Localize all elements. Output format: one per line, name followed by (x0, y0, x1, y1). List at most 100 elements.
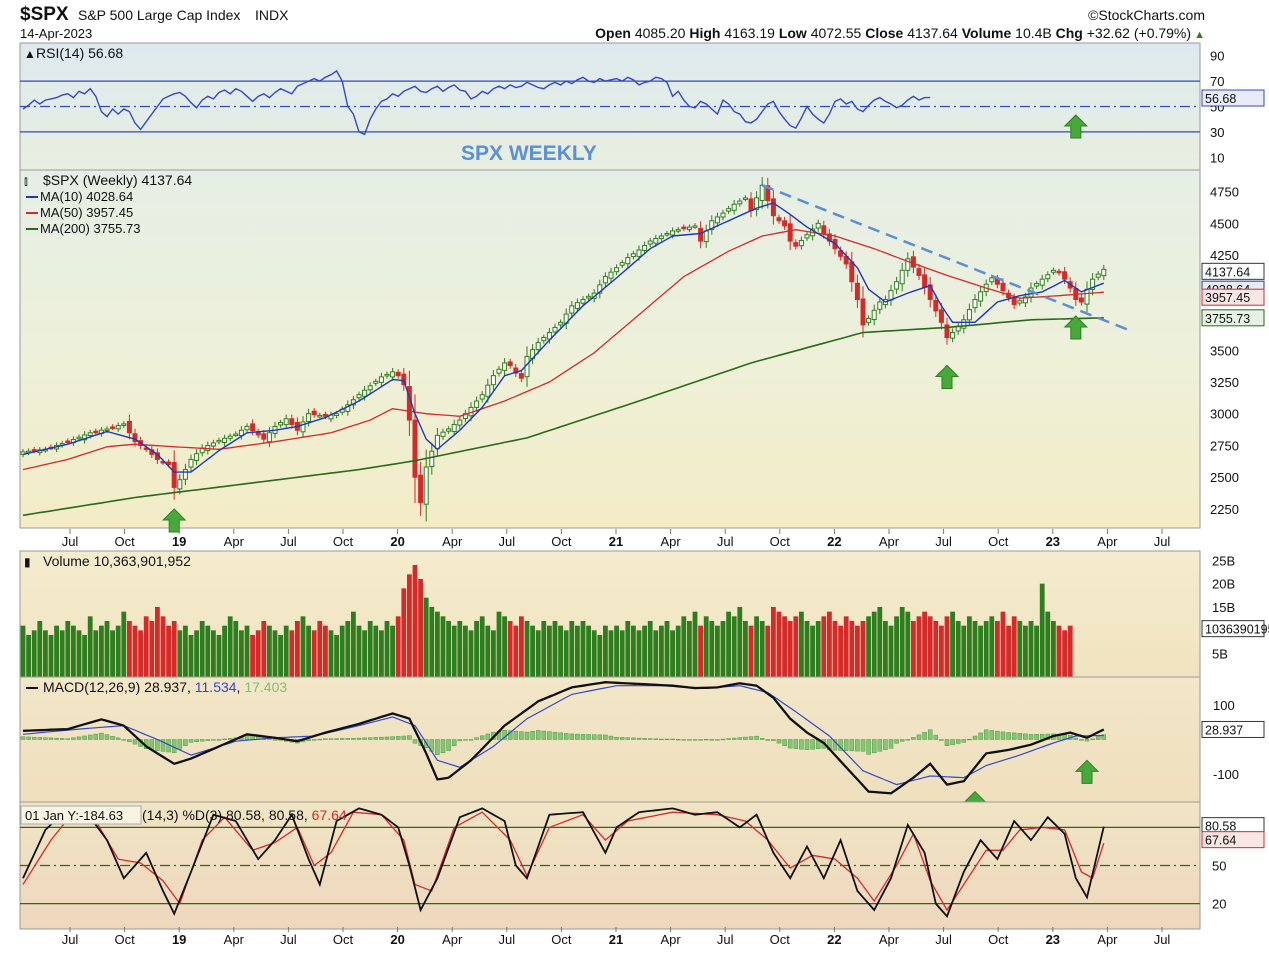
x-tick-label: 20 (390, 534, 404, 549)
volume-bar (866, 616, 871, 677)
x-tick-label: Oct (114, 932, 135, 947)
volume-bar (379, 630, 384, 677)
macd-tick-label: -100 (1213, 767, 1239, 782)
macd-hist-bar (435, 739, 440, 756)
candle-body (384, 373, 390, 377)
macd-hist-bar (507, 730, 513, 740)
stat-label: Volume (958, 25, 1015, 41)
volume-bar (933, 621, 939, 677)
macd-hist-bar (127, 739, 132, 743)
volume-bar (485, 625, 491, 677)
volume-bars (20, 565, 1073, 677)
candle-body (787, 223, 793, 242)
candle-body (608, 271, 614, 279)
candle-body (216, 439, 222, 443)
candle-body (793, 242, 799, 247)
candle-body (1000, 282, 1006, 292)
candle-body (602, 276, 608, 284)
stochastic-legend-d: 67.64 (312, 807, 347, 823)
x-tick-label: Oct (770, 534, 791, 549)
x-tick-label: Jul (498, 534, 515, 549)
volume-bar (356, 625, 362, 677)
candle-body (401, 373, 407, 386)
macd-hist-bar (989, 730, 995, 740)
candle-body (714, 216, 720, 224)
volume-bar (295, 621, 300, 677)
volume-bar (43, 630, 48, 677)
candle-body (177, 479, 183, 490)
macd-hist-bar (614, 736, 619, 740)
volume-bar (558, 625, 563, 677)
volume-bar (832, 621, 838, 677)
candle-body (871, 309, 877, 321)
x-tick-label: Oct (988, 534, 1009, 549)
macd-hist-bar (216, 739, 222, 741)
candle-body (1084, 288, 1090, 305)
volume-bar (899, 607, 905, 677)
macd-hist-bar (323, 738, 328, 740)
macd-hist-bar (563, 733, 569, 740)
x-tick-label: 23 (1046, 534, 1060, 549)
macd-hist-bar (575, 733, 580, 740)
volume-bar (250, 635, 255, 677)
candle-body (434, 434, 440, 450)
ma10-legend: MA(10) 4028.64 (40, 189, 133, 204)
volume-bar (944, 616, 950, 677)
rsi-legend: RSI(14) 56.68 (36, 45, 123, 61)
macd-hist-bar (978, 732, 983, 740)
volume-bar (939, 625, 944, 677)
volume-bar (261, 621, 267, 677)
macd-hist-bar (983, 729, 989, 740)
macd-hist-bar (995, 730, 1000, 740)
header-exchange: INDX (255, 7, 289, 23)
volume-bar (1056, 625, 1062, 677)
volume-bar (843, 616, 849, 677)
x-tick-label: 19 (172, 534, 186, 549)
x-tick-label: Oct (333, 534, 354, 549)
macd-hist-bar (1028, 734, 1034, 740)
ma50-last-tag-box (1201, 288, 1265, 306)
candle-body (877, 301, 883, 310)
macd-hist-bar (31, 736, 37, 740)
volume-bar (188, 635, 194, 677)
price-tick-label: 4500 (1210, 216, 1239, 231)
candle-body (754, 197, 760, 211)
volume-bar (491, 630, 496, 677)
macd-hist-bar (927, 729, 933, 740)
volume-bar (950, 611, 955, 677)
volume-bar (155, 607, 160, 677)
volume-bar (435, 611, 440, 677)
macd-hist-bar (468, 739, 474, 741)
stat-value: 4163.19 (724, 25, 775, 41)
candle-body (496, 368, 502, 374)
stat-value: 4137.64 (907, 25, 958, 41)
volume-bar (563, 630, 569, 677)
macd-hist-bar (457, 739, 463, 742)
volume-axis: 25B 20B 15B 5B (1212, 553, 1235, 661)
macd-hist-bar (625, 737, 631, 740)
rsi-tag-text: 56.68 (1205, 92, 1236, 106)
volume-last-tag-text: 10363901952 (1205, 623, 1269, 637)
volume-bar (916, 616, 922, 677)
ma10-line (22, 202, 1105, 473)
candle-body (171, 461, 177, 488)
volume-bar (149, 621, 155, 677)
x-tick-label: Jul (1154, 932, 1171, 947)
candle-body (502, 362, 508, 371)
volume-bar (636, 630, 642, 677)
volume-bar (535, 630, 541, 677)
candle-body (614, 267, 620, 273)
stat-label: Open (595, 25, 635, 41)
candle-body (1045, 274, 1051, 280)
volume-bar (328, 630, 334, 677)
volume-bar (871, 611, 877, 677)
macd-hist-bar (485, 733, 491, 740)
macd-hist-bar (591, 734, 597, 740)
volume-bar (216, 635, 222, 677)
candle-body (266, 432, 272, 443)
rsi-last-tag: 56.68 (1063, 89, 1265, 139)
volume-bar (451, 625, 457, 677)
stochastic-legend-k: 80.58 (269, 807, 304, 823)
macd-hist-bar (222, 738, 227, 740)
candle-body (188, 458, 194, 468)
